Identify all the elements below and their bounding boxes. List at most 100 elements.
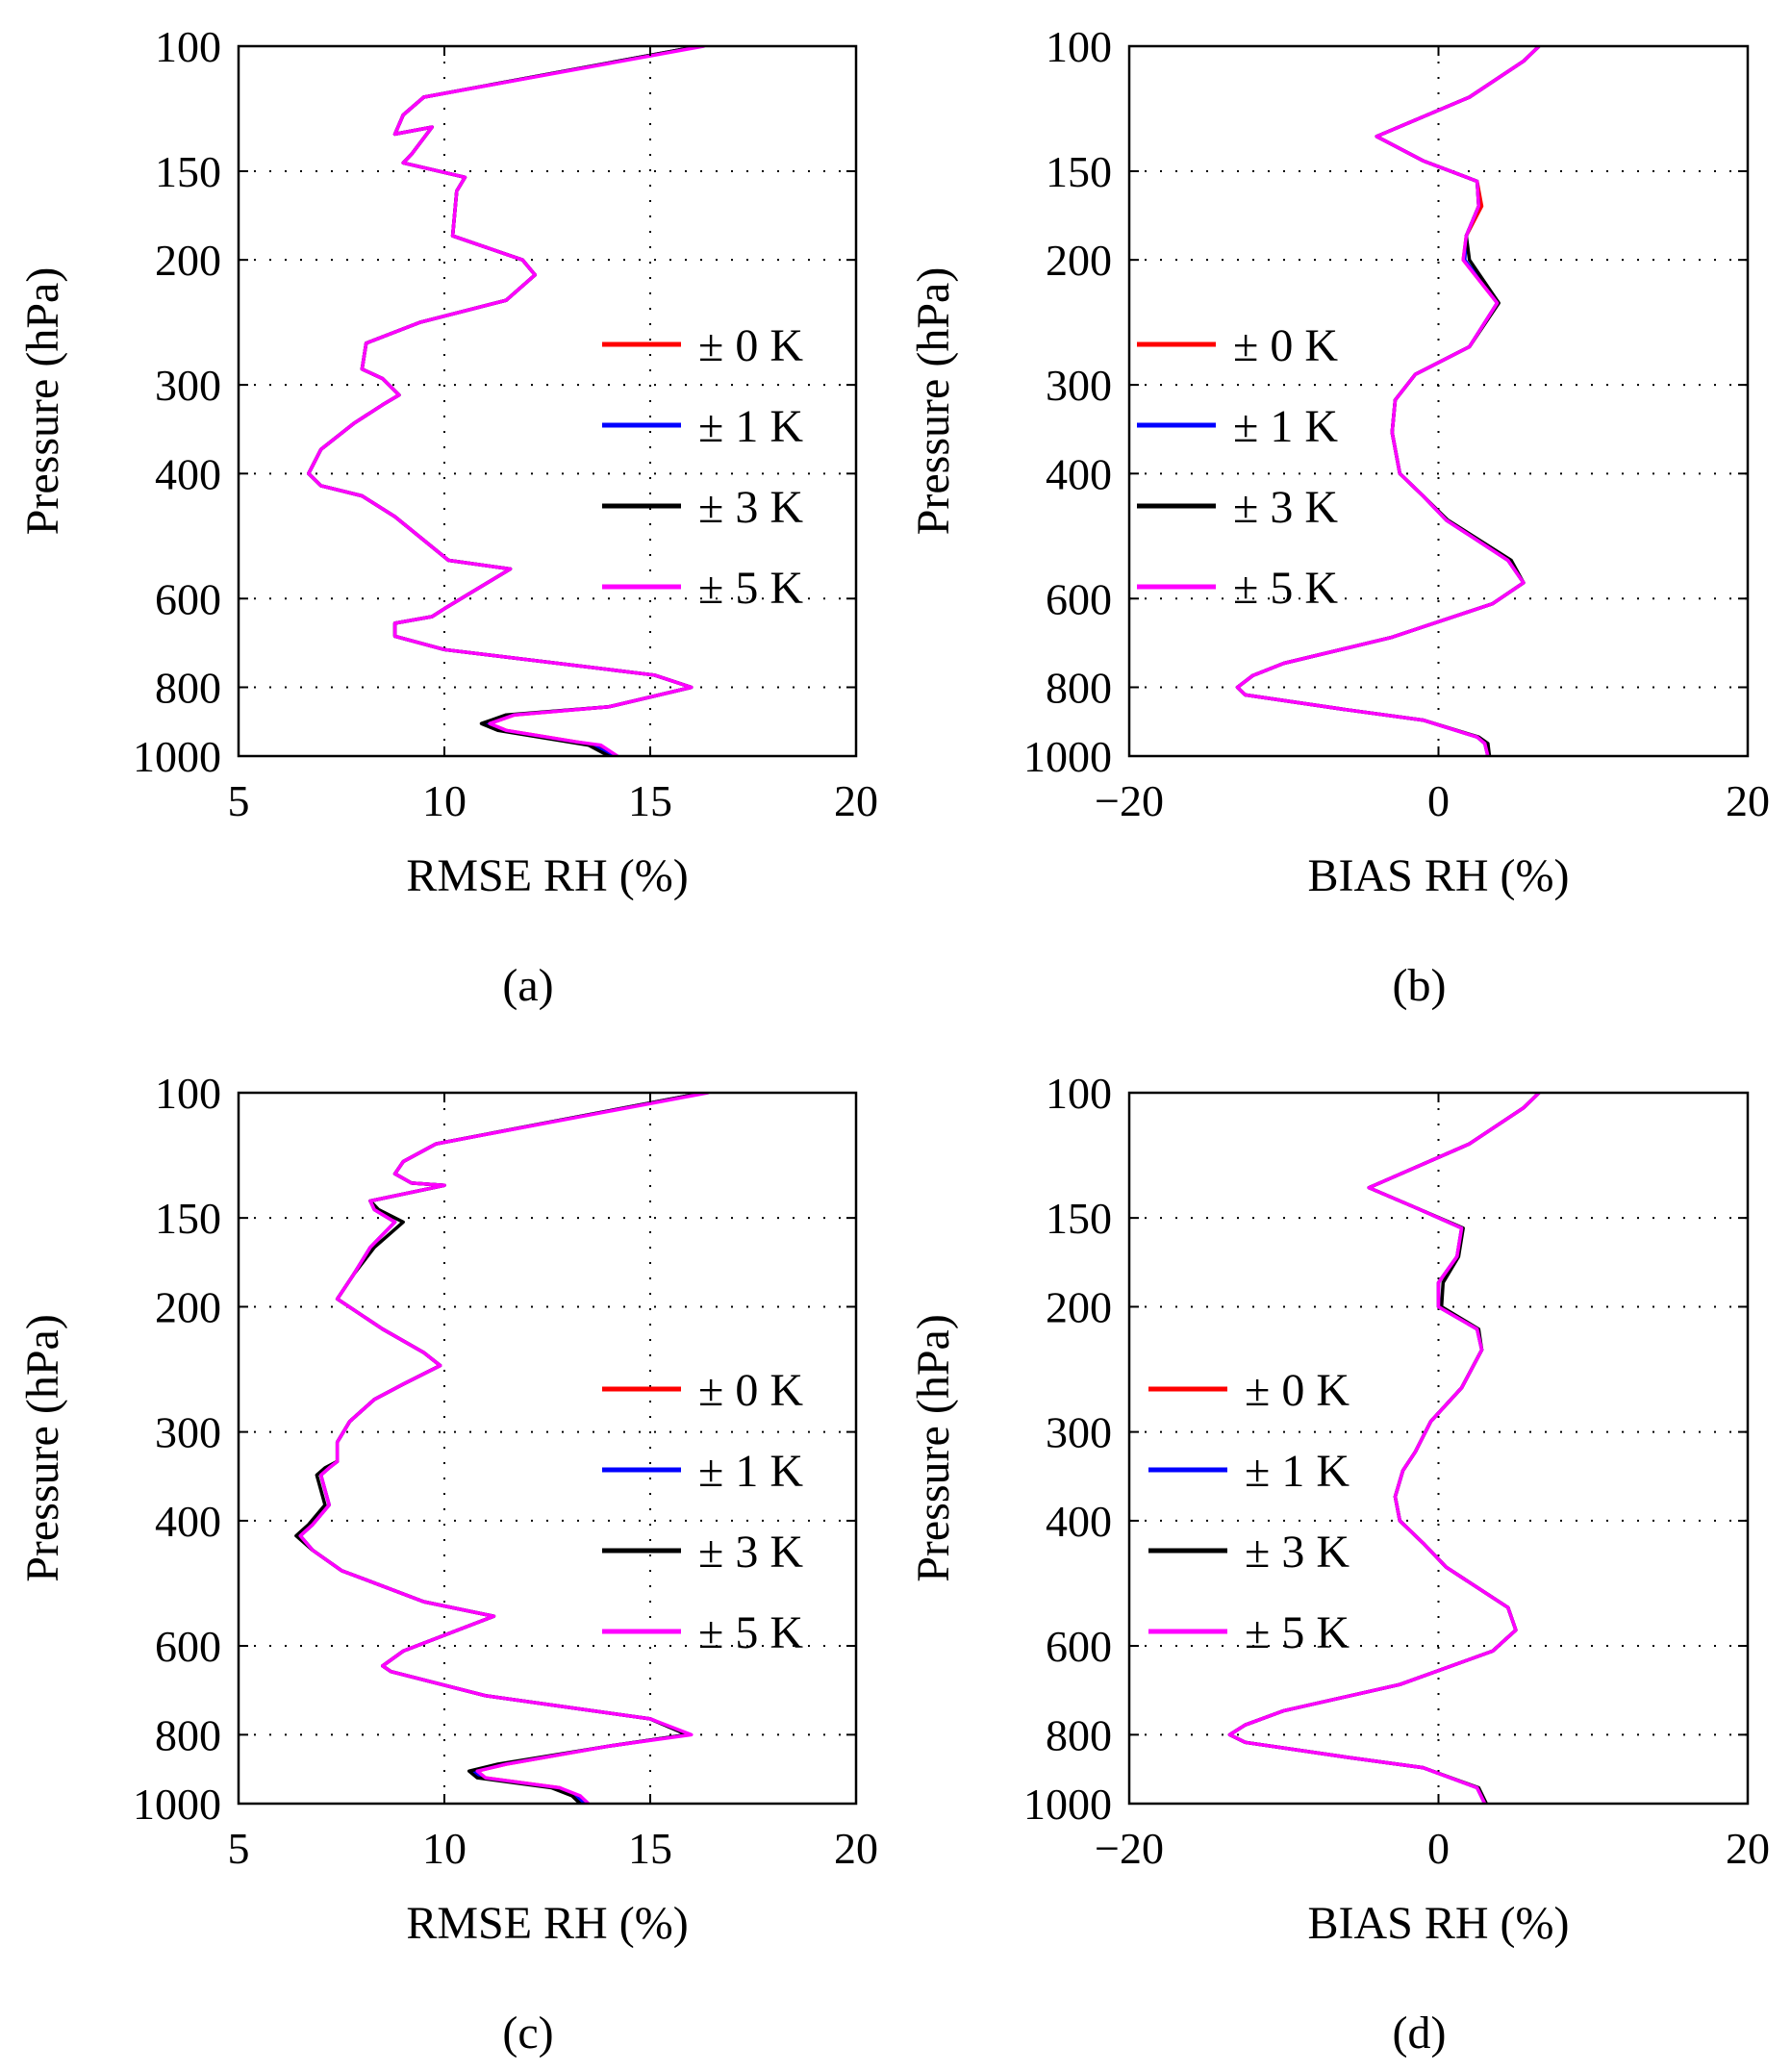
legend: ± 0 K ± 1 K ± 3 K ± 5 K [1148, 1365, 1350, 1658]
plot-frame [237, 44, 858, 758]
series-group [1235, 46, 1541, 756]
x-tick-label: 20 [1726, 776, 1770, 825]
series-line [307, 46, 706, 756]
y-tick-label: 150 [1046, 1194, 1112, 1243]
legend-label: ± 1 K [1233, 401, 1338, 452]
y-tick-label: 400 [1046, 1497, 1112, 1546]
y-tick-label: 200 [1046, 236, 1112, 285]
panel-b: −20 0 20 100 150 200 300 400 600 800 1000 BIAS RH (… [908, 22, 1770, 1011]
x-tick-label: 0 [1427, 776, 1450, 825]
legend-label: ± 0 K [1233, 320, 1338, 371]
y-tick-label: 400 [155, 1497, 221, 1546]
panel-caption: (d) [1393, 2008, 1447, 2059]
y-tick-label: 600 [1046, 1622, 1112, 1671]
y-tick-label: 150 [155, 1194, 221, 1243]
legend: ± 0 K ± 1 K ± 3 K ± 5 K [602, 320, 803, 614]
y-tick-label: 800 [1046, 663, 1112, 712]
y-tick-label: 200 [155, 236, 221, 285]
series-line [1227, 1093, 1541, 1804]
x-axis-label: RMSE RH (%) [406, 1898, 688, 1949]
y-tick-label: 150 [155, 147, 221, 196]
legend-label: ± 1 K [698, 1446, 803, 1497]
panel-caption: (a) [502, 960, 553, 1011]
series-line [307, 46, 702, 756]
x-axis-label: BIAS RH (%) [1308, 1898, 1570, 1949]
x-tick-label: 20 [834, 776, 878, 825]
panel-caption: (c) [502, 2008, 553, 2059]
y-tick-label: 100 [1046, 1069, 1112, 1118]
x-tick-label: 15 [628, 1824, 672, 1873]
y-axis-label: Pressure (hPa) [17, 1314, 68, 1582]
legend: ± 0 K ± 1 K ± 3 K ± 5 K [1137, 320, 1338, 614]
legend-label: ± 5 K [1245, 1607, 1350, 1658]
y-tick-label: 1000 [1023, 732, 1112, 781]
x-tick-label: 20 [1726, 1824, 1770, 1873]
series-line [298, 1093, 710, 1804]
y-tick-label: 1000 [133, 732, 221, 781]
series-group [294, 1093, 710, 1804]
y-tick-label: 400 [155, 449, 221, 498]
y-tick-label: 100 [155, 1069, 221, 1118]
grid [239, 1093, 856, 1804]
legend-label: ± 5 K [1233, 563, 1338, 614]
x-tick-label: −20 [1095, 776, 1164, 825]
y-axis-label: Pressure (hPa) [908, 267, 959, 536]
panel-caption: (b) [1393, 960, 1447, 1011]
y-tick-label: 800 [155, 663, 221, 712]
legend-label: ± 3 K [1245, 1527, 1350, 1578]
series-line [1235, 46, 1541, 756]
y-tick-label: 1000 [133, 1780, 221, 1829]
legend-label: ± 1 K [698, 401, 803, 452]
legend-label: ± 1 K [1245, 1446, 1350, 1497]
grid [1129, 1093, 1748, 1804]
y-tick-label: 200 [155, 1282, 221, 1331]
legend: ± 0 K ± 1 K ± 3 K ± 5 K [602, 1365, 803, 1658]
y-tick-label: 400 [1046, 449, 1112, 498]
y-tick-label: 200 [1046, 1282, 1112, 1331]
y-tick-label: 300 [155, 361, 221, 410]
y-tick-label: 100 [1046, 22, 1112, 71]
panel-c: 5 10 15 20 100 150 200 300 400 600 800 1000 RMSE RH … [17, 1069, 878, 2059]
series-group [307, 46, 706, 756]
series-line [307, 46, 702, 756]
grid [1129, 46, 1748, 756]
legend-label: ± 5 K [698, 1607, 803, 1658]
legend-label: ± 3 K [1233, 482, 1338, 533]
x-axis-label: RMSE RH (%) [406, 850, 688, 901]
y-tick-label: 1000 [1023, 1780, 1112, 1829]
x-tick-label: 20 [834, 1824, 878, 1873]
y-tick-label: 100 [155, 22, 221, 71]
plot-frame [237, 1091, 858, 1806]
x-tick-label: 10 [422, 776, 467, 825]
y-tick-label: 600 [1046, 574, 1112, 623]
x-tick-label: 5 [228, 1824, 250, 1873]
y-tick-label: 300 [1046, 361, 1112, 410]
legend-label: ± 5 K [698, 563, 803, 614]
panel-d: −20 0 20 100 150 200 300 400 600 800 1000 BIAS RH (… [908, 1069, 1770, 2059]
legend-label: ± 0 K [1245, 1365, 1350, 1416]
series-group [1227, 1093, 1541, 1804]
y-tick-label: 300 [1046, 1408, 1112, 1457]
x-tick-label: 0 [1427, 1824, 1450, 1873]
legend-label: ± 3 K [698, 1527, 803, 1578]
y-tick-label: 600 [155, 1622, 221, 1671]
x-axis-label: BIAS RH (%) [1308, 850, 1570, 901]
y-axis-label: Pressure (hPa) [908, 1314, 959, 1582]
legend-label: ± 3 K [698, 482, 803, 533]
x-tick-label: 10 [422, 1824, 467, 1873]
panel-a: 5 10 15 20 100 150 200 300 400 600 800 1000 RMSE RH … [17, 22, 878, 1011]
grid [239, 46, 856, 756]
legend-label: ± 0 K [698, 320, 803, 371]
series-line [307, 46, 702, 756]
y-tick-label: 800 [1046, 1710, 1112, 1759]
y-axis-label: Pressure (hPa) [17, 267, 68, 536]
y-tick-label: 300 [155, 1408, 221, 1457]
x-tick-label: −20 [1095, 1824, 1164, 1873]
y-tick-label: 800 [155, 1710, 221, 1759]
y-tick-label: 600 [155, 574, 221, 623]
legend-label: ± 0 K [698, 1365, 803, 1416]
x-tick-label: 15 [628, 776, 672, 825]
y-tick-label: 150 [1046, 147, 1112, 196]
x-tick-label: 5 [228, 776, 250, 825]
